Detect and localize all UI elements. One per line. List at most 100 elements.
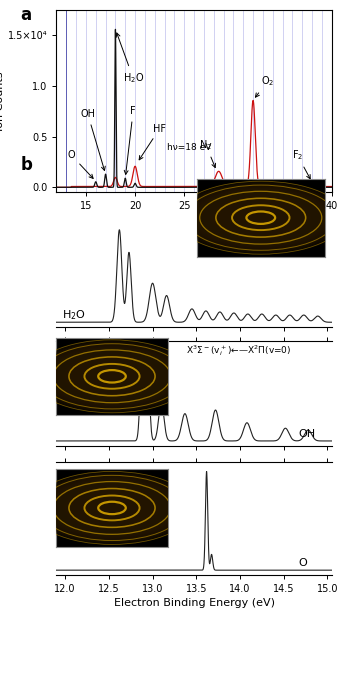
Ellipse shape <box>36 474 188 542</box>
Ellipse shape <box>180 183 341 252</box>
X-axis label: Electron Binding Energy (eV): Electron Binding Energy (eV) <box>114 598 275 608</box>
Ellipse shape <box>176 181 342 254</box>
Text: O: O <box>299 558 307 568</box>
Ellipse shape <box>83 495 141 521</box>
Ellipse shape <box>91 367 133 385</box>
Ellipse shape <box>210 196 312 240</box>
Ellipse shape <box>90 367 134 386</box>
Ellipse shape <box>177 182 342 254</box>
Ellipse shape <box>233 206 288 230</box>
Ellipse shape <box>236 207 285 228</box>
Ellipse shape <box>43 345 181 408</box>
Ellipse shape <box>103 373 121 380</box>
Ellipse shape <box>41 476 183 540</box>
Ellipse shape <box>70 357 154 396</box>
Text: F: F <box>124 107 136 174</box>
Ellipse shape <box>92 367 132 385</box>
Ellipse shape <box>101 371 123 381</box>
Ellipse shape <box>53 481 171 535</box>
Ellipse shape <box>75 360 149 393</box>
Ellipse shape <box>207 194 315 241</box>
Ellipse shape <box>200 191 322 244</box>
Ellipse shape <box>96 501 128 515</box>
Ellipse shape <box>84 364 140 389</box>
Text: a: a <box>21 7 32 24</box>
Ellipse shape <box>101 503 123 513</box>
Ellipse shape <box>75 491 149 524</box>
Ellipse shape <box>225 202 297 233</box>
Text: hν=18 eV: hν=18 eV <box>167 143 211 152</box>
Ellipse shape <box>187 186 334 250</box>
Ellipse shape <box>190 187 331 248</box>
Ellipse shape <box>40 475 184 541</box>
Ellipse shape <box>208 195 313 240</box>
Ellipse shape <box>105 505 119 511</box>
Ellipse shape <box>214 197 308 238</box>
Ellipse shape <box>66 356 158 397</box>
Ellipse shape <box>68 488 156 528</box>
Ellipse shape <box>224 202 298 234</box>
Text: O$_2$: O$_2$ <box>255 74 275 97</box>
Ellipse shape <box>29 470 195 545</box>
Ellipse shape <box>231 205 291 231</box>
Text: HF: HF <box>139 124 166 160</box>
Ellipse shape <box>107 506 117 510</box>
Ellipse shape <box>50 480 174 536</box>
Ellipse shape <box>243 210 278 225</box>
Ellipse shape <box>39 475 185 541</box>
Ellipse shape <box>80 362 144 391</box>
Ellipse shape <box>47 347 177 406</box>
Ellipse shape <box>50 348 174 404</box>
Ellipse shape <box>71 358 153 395</box>
Ellipse shape <box>76 492 148 524</box>
Ellipse shape <box>55 350 169 402</box>
Text: OH: OH <box>80 109 105 171</box>
Ellipse shape <box>52 350 172 403</box>
Ellipse shape <box>35 473 189 543</box>
Ellipse shape <box>106 505 118 511</box>
Ellipse shape <box>99 371 125 382</box>
Ellipse shape <box>238 208 284 227</box>
Ellipse shape <box>53 350 171 403</box>
Ellipse shape <box>246 211 276 224</box>
Ellipse shape <box>64 355 160 398</box>
Ellipse shape <box>102 504 122 512</box>
Ellipse shape <box>55 482 169 534</box>
Ellipse shape <box>41 344 183 408</box>
Ellipse shape <box>108 506 116 510</box>
Ellipse shape <box>87 497 137 519</box>
Ellipse shape <box>62 485 162 531</box>
Ellipse shape <box>56 483 168 533</box>
Ellipse shape <box>32 340 192 412</box>
Ellipse shape <box>91 499 133 517</box>
Ellipse shape <box>43 477 181 539</box>
Ellipse shape <box>89 497 135 518</box>
Ellipse shape <box>89 366 135 387</box>
Text: X$^3$$\Sigma^-$(v$_i^+$)←—X$^2$$\Pi$(v=0): X$^3$$\Sigma^-$(v$_i^+$)←—X$^2$$\Pi$(v=0… <box>186 343 291 358</box>
Ellipse shape <box>92 499 132 517</box>
Ellipse shape <box>221 200 301 235</box>
Text: O: O <box>67 150 93 178</box>
Text: H$_2$O: H$_2$O <box>116 33 144 85</box>
Ellipse shape <box>249 213 273 223</box>
Ellipse shape <box>36 342 188 410</box>
Ellipse shape <box>74 491 150 525</box>
Ellipse shape <box>232 205 290 230</box>
Ellipse shape <box>96 369 128 383</box>
Ellipse shape <box>98 370 126 383</box>
Ellipse shape <box>37 475 187 541</box>
Ellipse shape <box>211 196 311 239</box>
Ellipse shape <box>72 490 152 526</box>
Ellipse shape <box>84 495 140 520</box>
Ellipse shape <box>57 352 167 401</box>
Ellipse shape <box>78 493 146 523</box>
Ellipse shape <box>29 339 195 414</box>
Ellipse shape <box>103 504 121 512</box>
Ellipse shape <box>229 204 292 232</box>
Ellipse shape <box>86 364 138 388</box>
Ellipse shape <box>48 348 176 405</box>
Ellipse shape <box>74 359 150 394</box>
Ellipse shape <box>31 471 193 545</box>
Ellipse shape <box>198 191 323 244</box>
Ellipse shape <box>33 472 191 543</box>
